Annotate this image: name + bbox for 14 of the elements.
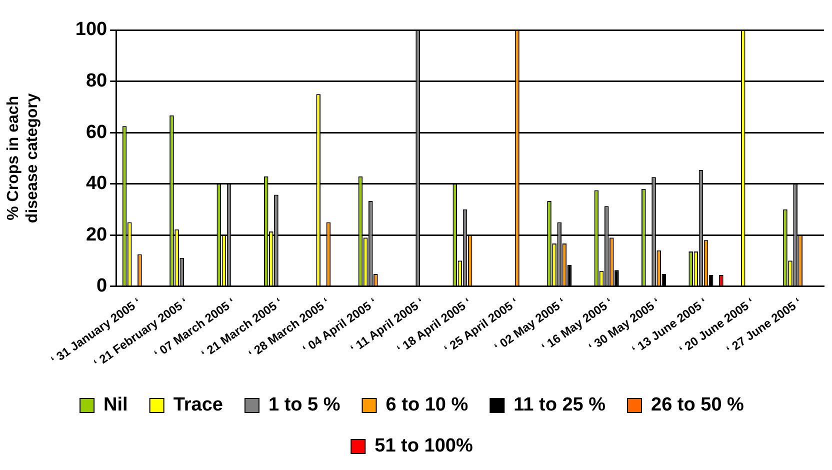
legend-label: 51 to 100% [374,436,473,457]
y-axis-title: % Crops in each disease category [5,93,42,224]
y-tick-label: 80 [86,70,108,92]
legend-label: Nil [104,394,128,416]
legend-label: 6 to 10 % [386,394,468,416]
legend-label: 26 to 50 % [651,394,744,416]
legend-label: 1 to 5 % [268,394,340,416]
legend-label: 11 to 25 % [514,394,606,416]
y-tick-label: 20 [86,224,108,246]
y-tick-label: 40 [86,173,108,194]
legend-label: Trace [173,394,223,416]
y-tick-label: 100 [75,19,108,40]
y-tick-label: 60 [86,122,108,143]
y-tick-label: 0 [96,276,108,297]
